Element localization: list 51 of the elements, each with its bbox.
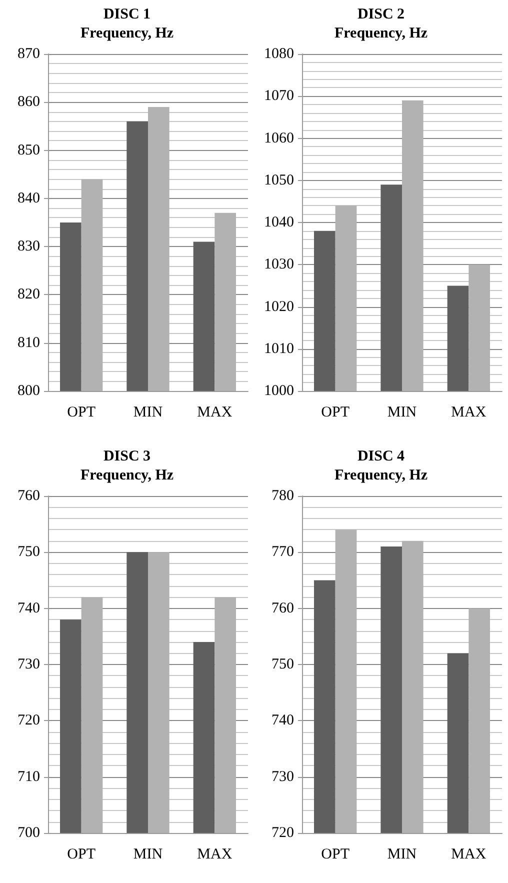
y-tick-label: 710 <box>18 768 40 784</box>
x-tick-label: MIN <box>133 404 163 420</box>
chart-subtitle: Frequency, Hz <box>334 26 428 42</box>
y-tick-label: 750 <box>18 544 40 560</box>
chart-subtitle: Frequency, Hz <box>80 26 174 42</box>
chart-title: DISC 1 <box>103 6 151 22</box>
y-tick-label: 730 <box>272 768 294 784</box>
x-tick-label: MAX <box>451 846 486 862</box>
y-tick-label: 860 <box>18 94 40 110</box>
y-tick-label: 810 <box>18 334 40 351</box>
y-tick-label: 800 <box>18 383 40 399</box>
y-tick-label: 870 <box>18 46 40 62</box>
x-tick-label: MAX <box>197 846 232 862</box>
y-tick-label: 720 <box>18 712 40 728</box>
x-tick-label: OPT <box>67 404 96 420</box>
y-tick-label: 740 <box>272 712 294 728</box>
y-tick-label: 1070 <box>264 88 294 104</box>
y-tick-label: 820 <box>18 286 40 303</box>
x-tick-label: MAX <box>451 404 486 420</box>
y-tick-label: 780 <box>272 488 294 504</box>
y-tick-label: 1020 <box>264 298 294 315</box>
y-tick-label: 1040 <box>264 214 294 230</box>
chart-title: DISC 4 <box>357 448 406 464</box>
y-tick-label: 720 <box>272 824 294 840</box>
chart-title: DISC 3 <box>103 448 151 464</box>
y-tick-label: 1080 <box>264 46 294 62</box>
y-tick-label: 700 <box>18 824 40 840</box>
y-tick-label: 850 <box>18 142 40 158</box>
y-tick-label: 750 <box>272 656 294 672</box>
y-tick-label: 760 <box>272 600 294 616</box>
x-tick-label: MIN <box>133 846 163 862</box>
x-tick-label: MAX <box>197 404 232 420</box>
y-tick-label: 1000 <box>264 383 294 399</box>
y-tick-label: 840 <box>18 190 40 206</box>
y-tick-label: 1030 <box>264 256 294 273</box>
y-tick-label: 1050 <box>264 172 294 188</box>
y-tick-label: 770 <box>272 544 294 560</box>
y-tick-label: 760 <box>18 488 40 504</box>
x-tick-label: MIN <box>387 404 417 420</box>
chart-title: DISC 2 <box>357 6 405 22</box>
x-tick-label: OPT <box>321 404 350 420</box>
x-tick-label: OPT <box>67 846 96 862</box>
x-tick-label: OPT <box>321 846 350 862</box>
y-tick-label: 830 <box>18 238 40 255</box>
y-tick-label: 740 <box>18 600 40 616</box>
y-tick-label: 1060 <box>264 130 294 146</box>
x-tick-label: MIN <box>387 846 417 862</box>
chart-subtitle: Frequency, Hz <box>80 467 174 483</box>
y-tick-label: 1010 <box>264 340 294 357</box>
chart-subtitle: Frequency, Hz <box>334 467 428 483</box>
y-tick-label: 730 <box>18 656 40 672</box>
